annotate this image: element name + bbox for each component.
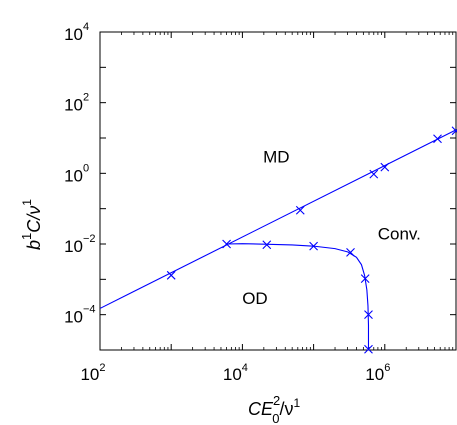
y-tick-label: 10 bbox=[64, 25, 83, 44]
y-tick-label: 10 bbox=[64, 166, 83, 185]
x-axis-label: CE2 0/ν1 bbox=[248, 393, 301, 425]
data-marker bbox=[364, 310, 373, 320]
region-label: OD bbox=[242, 289, 268, 308]
data-marker bbox=[295, 205, 305, 215]
data-marker bbox=[380, 162, 390, 172]
data-marker bbox=[222, 239, 231, 249]
x-tick-exponent: 6 bbox=[384, 362, 390, 374]
plot-frame bbox=[99, 31, 457, 351]
data-marker bbox=[346, 247, 355, 257]
series-line-1 bbox=[100, 129, 456, 309]
y-tick-exponent: 2 bbox=[83, 92, 89, 104]
data-marker bbox=[369, 169, 379, 179]
x-tick-label: 102 bbox=[80, 362, 105, 384]
region-label: Conv. bbox=[378, 224, 421, 243]
markers bbox=[166, 126, 457, 354]
y-tick-exponent: 0 bbox=[83, 162, 89, 174]
x-tick-label: 104 bbox=[223, 362, 248, 384]
svg-text:b1C/ν1: b1C/ν1 bbox=[19, 199, 44, 250]
y-tick-label: 10 bbox=[64, 237, 83, 256]
data-marker bbox=[433, 134, 442, 144]
data-marker bbox=[309, 241, 318, 251]
data-marker bbox=[451, 126, 457, 136]
y-tick-exponent: −4 bbox=[83, 304, 96, 316]
y-tick-exponent: 4 bbox=[83, 21, 89, 33]
data-marker bbox=[364, 344, 373, 354]
y-axis-label: b1C/ν1 bbox=[19, 199, 44, 250]
region-label: MD bbox=[263, 147, 289, 166]
data-marker bbox=[262, 240, 272, 250]
y-tick-label: 10 bbox=[64, 96, 83, 115]
y-tick-exponent: −2 bbox=[83, 233, 96, 245]
x-tick-exponent: 4 bbox=[242, 362, 248, 374]
x-tick-exponent: 2 bbox=[99, 362, 105, 374]
data-marker bbox=[166, 270, 176, 280]
data-marker bbox=[360, 274, 370, 283]
x-tick-label: 106 bbox=[365, 362, 390, 384]
axes bbox=[99, 31, 457, 351]
y-tick-label: 10 bbox=[64, 308, 83, 327]
